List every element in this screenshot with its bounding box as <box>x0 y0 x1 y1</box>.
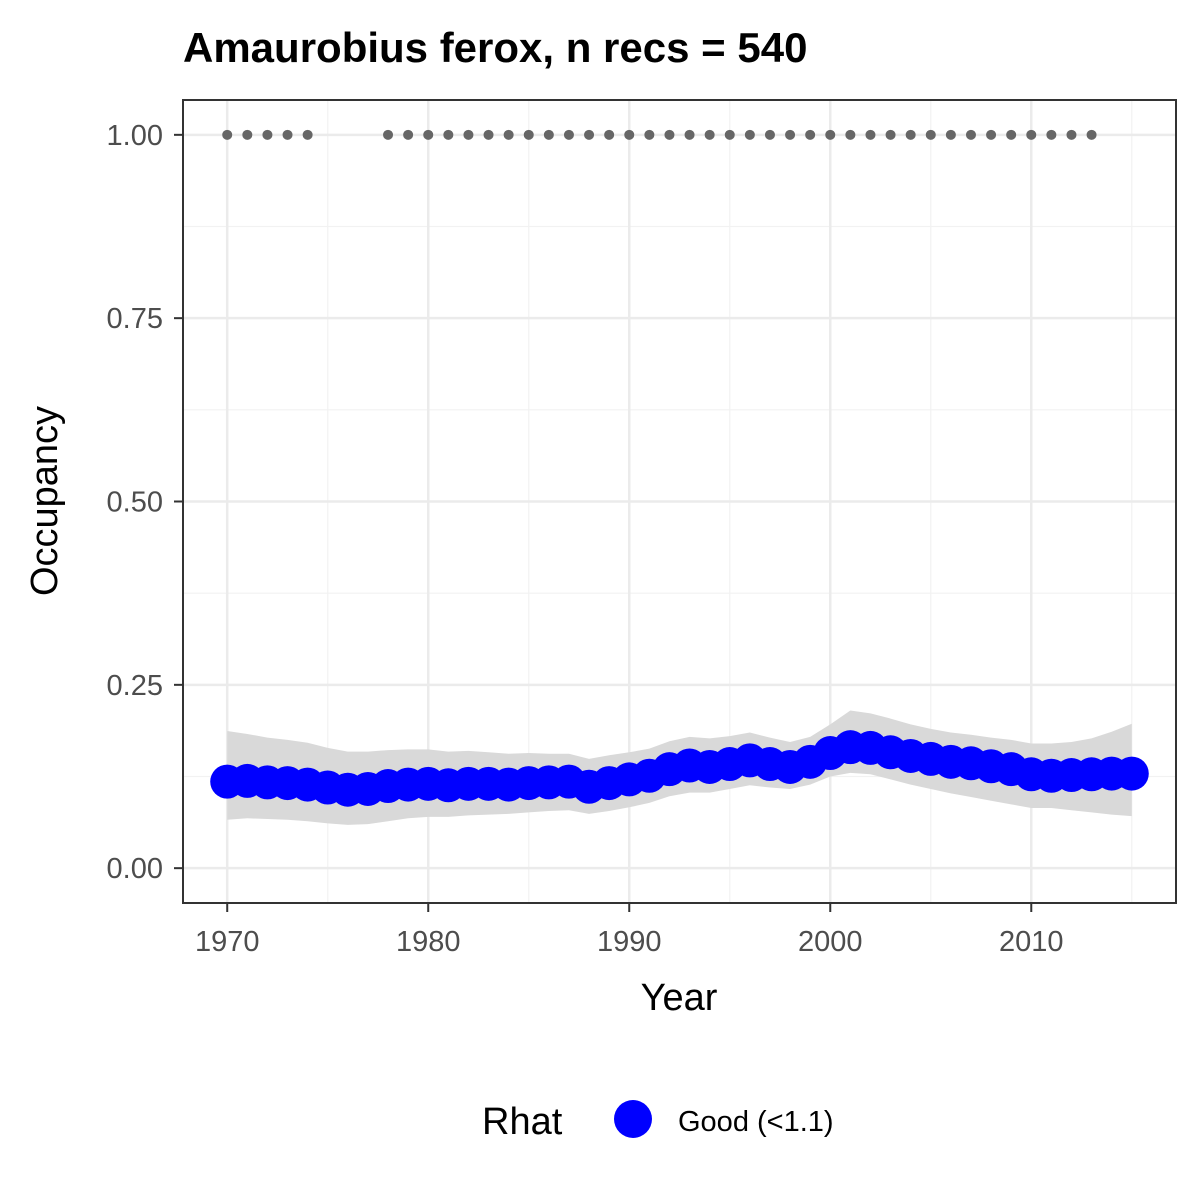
y-tick-label: 0.25 <box>107 670 163 702</box>
y-tick-label: 0.50 <box>107 487 163 519</box>
observed-record-point <box>905 129 916 140</box>
observed-record-point <box>825 129 836 140</box>
x-tick-label: 1990 <box>597 926 662 958</box>
observed-record-point <box>383 129 394 140</box>
observed-record-point <box>503 129 514 140</box>
observed-record-point <box>965 129 976 140</box>
observed-record-point <box>1086 129 1097 140</box>
legend: Rhat Good (<1.1) <box>482 1100 834 1143</box>
observed-record-point <box>785 129 796 140</box>
observed-record-point <box>885 129 896 140</box>
observed-record-point <box>764 129 775 140</box>
chart-title: Amaurobius ferox, n recs = 540 <box>183 24 807 71</box>
x-axis: 1970 1980 1990 2000 2010 <box>195 903 1064 958</box>
observed-records-layer <box>222 129 1097 140</box>
observed-record-point <box>463 129 474 140</box>
x-tick-label: 1970 <box>195 926 260 958</box>
observed-record-point <box>865 129 876 140</box>
legend-label-good: Good (<1.1) <box>678 1106 834 1138</box>
legend-title: Rhat <box>482 1101 563 1143</box>
observed-record-point <box>222 129 233 140</box>
observed-record-point <box>724 129 735 140</box>
observed-record-point <box>684 129 695 140</box>
y-axis: 0.00 0.25 0.50 0.75 1.00 <box>107 120 183 885</box>
observed-record-point <box>543 129 554 140</box>
occupancy-points-layer <box>210 730 1149 807</box>
observed-record-point <box>644 129 655 140</box>
observed-record-point <box>1066 129 1077 140</box>
observed-record-point <box>262 129 273 140</box>
y-tick-label: 0.75 <box>107 303 163 335</box>
observed-record-point <box>704 129 715 140</box>
observed-record-point <box>845 129 856 140</box>
observed-record-point <box>242 129 253 140</box>
observed-record-point <box>805 129 816 140</box>
observed-record-point <box>1046 129 1057 140</box>
observed-record-point <box>945 129 956 140</box>
occupancy-point <box>1114 756 1149 791</box>
observed-record-point <box>1026 129 1037 140</box>
observed-record-point <box>624 129 635 140</box>
legend-key-good-marker <box>614 1100 652 1138</box>
observed-record-point <box>986 129 997 140</box>
observed-record-point <box>925 129 936 140</box>
observed-record-point <box>563 129 574 140</box>
observed-record-point <box>282 129 293 140</box>
observed-record-point <box>664 129 675 140</box>
observed-record-point <box>1006 129 1017 140</box>
observed-record-point <box>744 129 755 140</box>
observed-record-point <box>604 129 615 140</box>
x-axis-title: Year <box>641 977 718 1019</box>
observed-record-point <box>423 129 434 140</box>
y-axis-title: Occupancy <box>24 406 66 596</box>
observed-record-point <box>302 129 313 140</box>
observed-record-point <box>523 129 534 140</box>
x-tick-label: 2010 <box>999 926 1064 958</box>
y-tick-label: 1.00 <box>107 120 163 152</box>
y-tick-label: 0.00 <box>107 853 163 885</box>
x-tick-label: 2000 <box>798 926 863 958</box>
observed-record-point <box>403 129 414 140</box>
observed-record-point <box>443 129 454 140</box>
observed-record-point <box>584 129 595 140</box>
x-tick-label: 1980 <box>396 926 461 958</box>
observed-record-point <box>483 129 494 140</box>
